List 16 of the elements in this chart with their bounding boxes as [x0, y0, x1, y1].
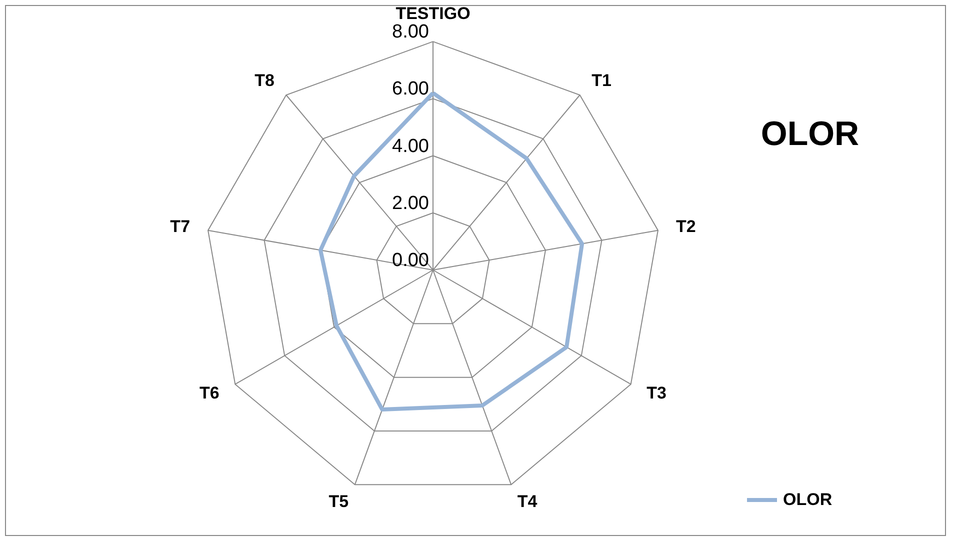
- y-tick-label: 0.00: [392, 250, 429, 271]
- text: OLOR: [760, 115, 860, 153]
- spoke-label: T8: [254, 71, 274, 90]
- y-tick-label: 8.00: [392, 22, 429, 43]
- legend-label: OLOR: [783, 490, 832, 509]
- spoke-label: T6: [199, 383, 220, 402]
- spoke-label: T3: [646, 383, 667, 402]
- spoke-label: T1: [592, 71, 612, 90]
- y-tick-label: 2.00: [392, 192, 429, 214]
- spoke-label: T7: [170, 217, 190, 236]
- spoke-label: T4: [517, 492, 538, 511]
- spoke-label: T2: [676, 217, 696, 236]
- spoke-label: T5: [328, 492, 349, 511]
- y-tick-label: 4.00: [392, 136, 429, 157]
- spoke-label: TESTIGO: [396, 4, 470, 24]
- y-tick-label: 6.00: [392, 78, 429, 100]
